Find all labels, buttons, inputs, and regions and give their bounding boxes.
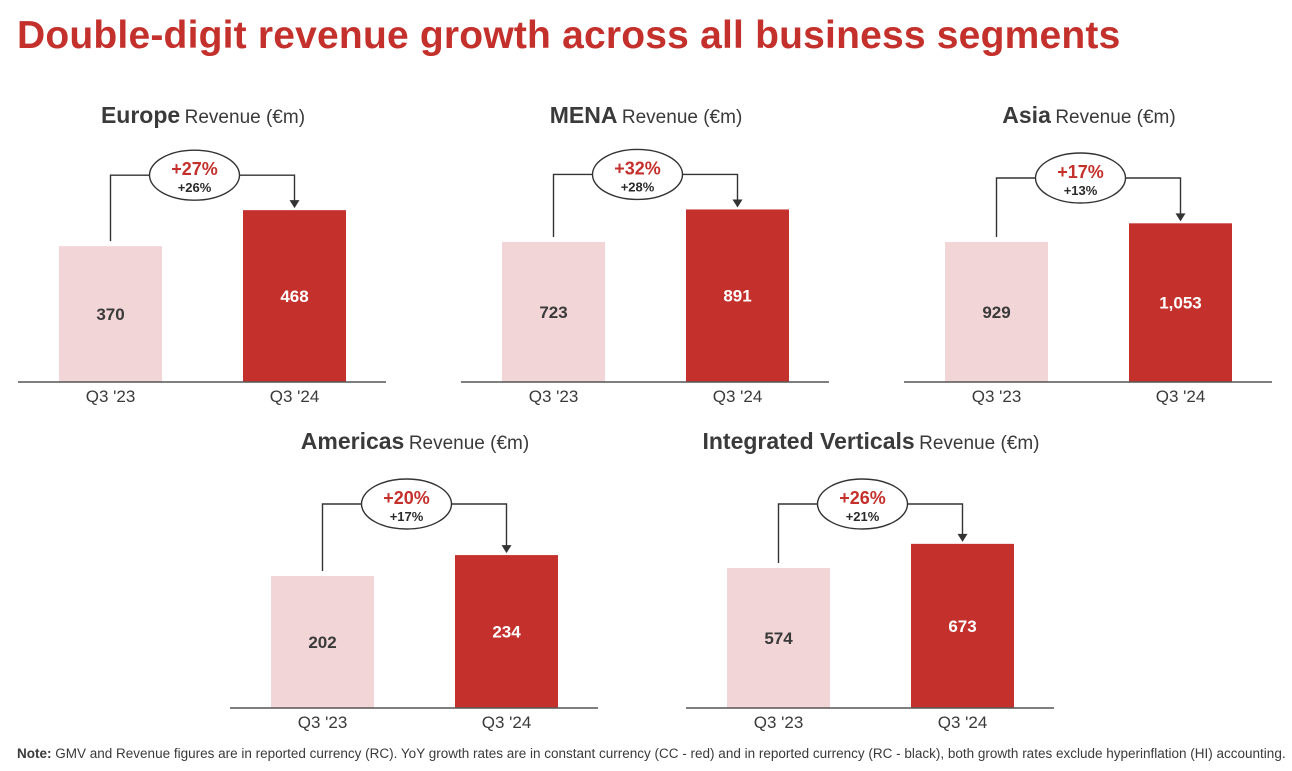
bar-value-label: 891 xyxy=(723,287,751,306)
growth-badge xyxy=(360,478,453,530)
bar-current-year xyxy=(455,555,558,708)
growth-badge xyxy=(148,149,241,201)
x-tick-label: Q3 '24 xyxy=(713,387,763,406)
chart-asia: Asia Revenue (€m) 929 Q3 '23 1,053 Q3 '24 +1… xyxy=(904,102,1274,406)
chart-unit-label: Revenue (€m) xyxy=(184,107,306,128)
chart-plot: 574 Q3 '23 673 Q3 '24 +26%+21% xyxy=(686,478,1054,732)
bar-value-label: 574 xyxy=(764,629,793,648)
chart-unit-label: Revenue (€m) xyxy=(1055,107,1176,128)
growth-rc-label: +21% xyxy=(846,509,880,524)
arrow-head xyxy=(732,199,743,208)
chart-integrated-verticals: Integrated Verticals Revenue (€m) 574 Q3 … xyxy=(686,428,1056,732)
growth-cc-label: +17% xyxy=(1057,162,1104,182)
bar-value-label: 723 xyxy=(539,303,567,322)
bar-prior-year xyxy=(59,246,162,382)
bar-value-label: 468 xyxy=(280,287,308,306)
growth-rc-label: +28% xyxy=(621,179,655,194)
bar-value-label: 673 xyxy=(948,617,976,636)
growth-rc-label: +13% xyxy=(1064,183,1098,198)
x-tick-label: Q3 '23 xyxy=(754,713,804,732)
arrow-head xyxy=(289,200,300,209)
bar-current-year xyxy=(911,543,1014,708)
growth-badge xyxy=(591,148,684,201)
x-tick-label: Q3 '24 xyxy=(482,713,532,732)
x-tick-label: Q3 '23 xyxy=(529,387,579,406)
x-tick-label: Q3 '23 xyxy=(298,713,348,732)
x-tick-label: Q3 '23 xyxy=(86,387,136,406)
bar-prior-year xyxy=(945,242,1048,382)
growth-rc-label: +17% xyxy=(390,509,424,524)
chart-unit-label: Revenue (€m) xyxy=(621,107,743,128)
chart-title: Integrated Verticals xyxy=(702,428,915,454)
chart-plot: 929 Q3 '23 1,053 Q3 '24 +17%+13% xyxy=(904,152,1272,406)
chart-americas: Americas Revenue (€m) 202 Q3 '23 234 Q3 '24… xyxy=(230,428,600,732)
chart-heading: Integrated Verticals Revenue (€m) xyxy=(686,428,1056,455)
chart-title: Asia xyxy=(1002,102,1051,128)
chart-title: Europe xyxy=(100,102,181,128)
chart-unit-label: Revenue (€m) xyxy=(408,433,530,454)
x-tick-label: Q3 '24 xyxy=(1156,387,1206,406)
chart-europe: Europe Revenue (€m) 370 Q3 '23 468 Q3 '24 +2… xyxy=(18,102,388,406)
growth-rc-label: +26% xyxy=(178,180,212,195)
x-tick-label: Q3 '23 xyxy=(972,387,1022,406)
chart-plot: 202 Q3 '23 234 Q3 '24 +20%+17% xyxy=(230,478,598,732)
chart-title: MENA xyxy=(549,102,618,128)
chart-heading: Europe Revenue (€m) xyxy=(18,102,388,129)
growth-cc-label: +32% xyxy=(614,158,661,178)
bar-current-year xyxy=(243,210,346,382)
chart-heading: Americas Revenue (€m) xyxy=(230,428,600,455)
footnote: Note: GMV and Revenue figures are in rep… xyxy=(17,746,1286,761)
arrow-head xyxy=(501,545,512,554)
arrow-head xyxy=(1175,213,1186,222)
chart-heading: MENA Revenue (€m) xyxy=(461,102,831,129)
growth-cc-label: +20% xyxy=(383,488,430,508)
growth-cc-label: +27% xyxy=(171,159,218,179)
bar-value-label: 1,053 xyxy=(1159,294,1202,313)
bar-value-label: 929 xyxy=(982,303,1010,322)
growth-cc-label: +26% xyxy=(839,488,886,508)
slide-title: Double-digit revenue growth across all b… xyxy=(17,14,1121,57)
footnote-text: GMV and Revenue figures are in reported … xyxy=(55,746,1286,761)
arrow-head xyxy=(957,533,968,542)
chart-unit-label: Revenue (€m) xyxy=(919,433,1040,454)
chart-title: Americas xyxy=(300,428,405,454)
growth-badge xyxy=(1034,152,1127,204)
bar-value-label: 202 xyxy=(308,633,336,652)
x-tick-label: Q3 '24 xyxy=(270,387,320,406)
chart-heading: Asia Revenue (€m) xyxy=(904,102,1274,129)
bar-current-year xyxy=(686,209,789,382)
bar-prior-year xyxy=(727,568,830,708)
bar-prior-year xyxy=(271,576,374,708)
bar-value-label: 370 xyxy=(96,305,124,324)
bar-prior-year xyxy=(502,242,605,382)
x-tick-label: Q3 '24 xyxy=(938,713,988,732)
footnote-label: Note: xyxy=(17,746,52,761)
chart-mena: MENA Revenue (€m) 723 Q3 '23 891 Q3 '24 +32%… xyxy=(461,102,831,406)
growth-badge xyxy=(816,478,909,530)
chart-plot: 723 Q3 '23 891 Q3 '24 +32%+28% xyxy=(461,148,829,406)
bar-value-label: 234 xyxy=(492,623,521,642)
bar-current-year xyxy=(1129,223,1232,382)
chart-plot: 370 Q3 '23 468 Q3 '24 +27%+26% xyxy=(18,149,386,406)
